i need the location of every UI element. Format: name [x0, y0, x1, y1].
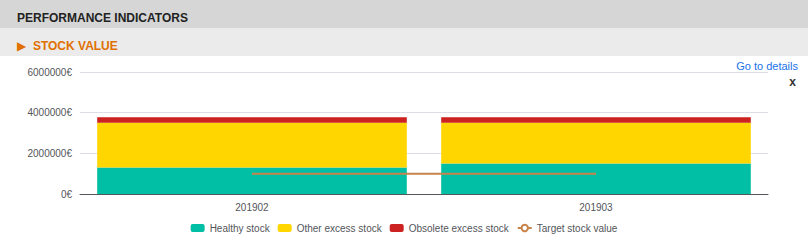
svg-text:Other excess stock: Other excess stock: [297, 223, 383, 234]
svg-text:Target stock value: Target stock value: [537, 223, 618, 234]
svg-text:PERFORMANCE INDICATORS: PERFORMANCE INDICATORS: [17, 11, 188, 25]
svg-text:2000000€: 2000000€: [28, 148, 73, 159]
svg-text:201903: 201903: [579, 202, 613, 213]
svg-text:4000000€: 4000000€: [28, 107, 73, 118]
svg-text:6000000€: 6000000€: [28, 67, 73, 78]
svg-text:Healthy stock: Healthy stock: [210, 223, 271, 234]
svg-text:Go to details: Go to details: [736, 60, 798, 72]
svg-text:0€: 0€: [61, 189, 73, 200]
svg-text:201902: 201902: [235, 202, 269, 213]
svg-text:▶ STOCK VALUE: ▶ STOCK VALUE: [17, 39, 118, 53]
svg-text:x: x: [789, 75, 796, 89]
svg-text:Obsolete excess stock: Obsolete excess stock: [409, 223, 510, 234]
